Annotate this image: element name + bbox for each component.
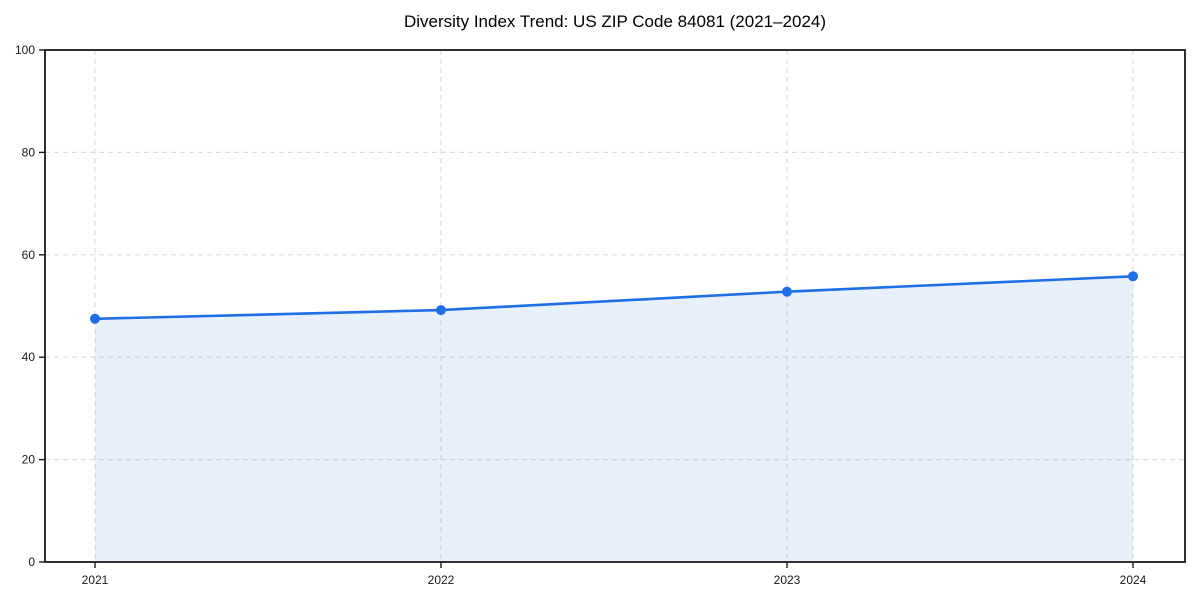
data-point-2021 xyxy=(90,313,100,324)
x-tick-label-2024: 2024 xyxy=(1120,573,1147,587)
area-fill xyxy=(95,276,1133,562)
y-tick-label-100: 100 xyxy=(15,43,35,57)
plot-border xyxy=(44,49,1186,563)
y-tick-label-80: 80 xyxy=(22,145,36,159)
y-tick-label-60: 60 xyxy=(22,248,36,262)
x-tick-label-2023: 2023 xyxy=(774,573,801,587)
trend-line xyxy=(93,275,1135,321)
x-tick-label-2021: 2021 xyxy=(82,573,109,587)
data-point-2023 xyxy=(782,286,792,297)
y-tick-label-20: 20 xyxy=(22,453,36,467)
x-tick-label-2022: 2022 xyxy=(428,573,455,587)
y-tick-label-0: 0 xyxy=(28,555,35,569)
data-point-2024 xyxy=(1128,271,1138,282)
y-tick-label-40: 40 xyxy=(22,350,36,364)
data-point-2022 xyxy=(436,305,446,316)
chart-title: Diversity Index Trend: US ZIP Code 84081… xyxy=(403,12,827,31)
